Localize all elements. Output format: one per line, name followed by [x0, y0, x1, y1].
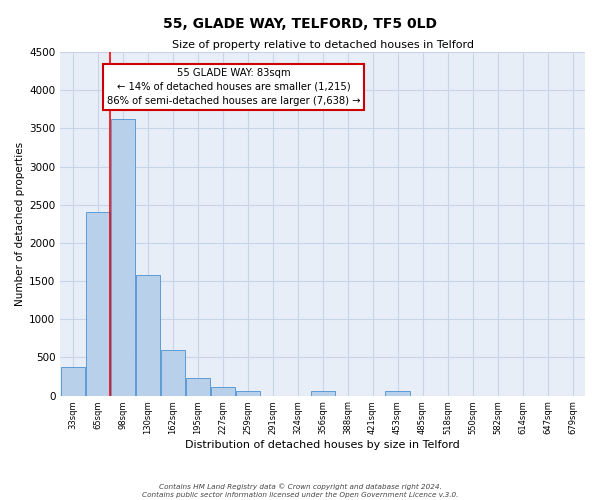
Bar: [136, 275, 160, 396]
Text: 55 GLADE WAY: 83sqm
← 14% of detached houses are smaller (1,215)
86% of semi-det: 55 GLADE WAY: 83sqm ← 14% of detached ho…: [107, 68, 360, 106]
Bar: [86, 212, 110, 396]
Bar: [185, 378, 210, 396]
Text: 55, GLADE WAY, TELFORD, TF5 0LD: 55, GLADE WAY, TELFORD, TF5 0LD: [163, 18, 437, 32]
Bar: [311, 391, 335, 396]
Bar: [161, 350, 185, 396]
Bar: [211, 387, 235, 396]
Text: Contains HM Land Registry data © Crown copyright and database right 2024.
Contai: Contains HM Land Registry data © Crown c…: [142, 484, 458, 498]
Bar: [385, 391, 410, 396]
Bar: [110, 120, 135, 396]
Bar: [61, 366, 85, 396]
X-axis label: Distribution of detached houses by size in Telford: Distribution of detached houses by size …: [185, 440, 460, 450]
Title: Size of property relative to detached houses in Telford: Size of property relative to detached ho…: [172, 40, 473, 50]
Y-axis label: Number of detached properties: Number of detached properties: [15, 142, 25, 306]
Bar: [236, 391, 260, 396]
